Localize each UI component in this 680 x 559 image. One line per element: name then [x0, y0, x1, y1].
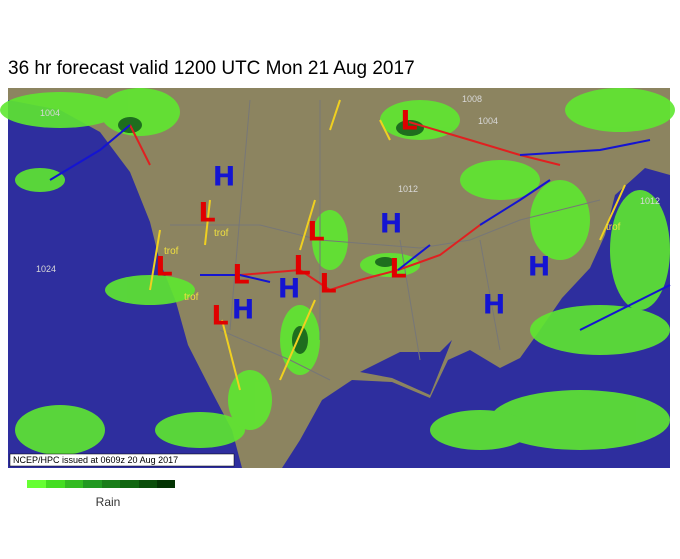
- credit: NCEP/HPC issued at 0609z 20 Aug 2017: [13, 455, 178, 465]
- ellipse-shape: [312, 210, 348, 270]
- polyline-shape: [129, 124, 151, 166]
- polyline-shape: [239, 268, 399, 292]
- credit-box: [9, 453, 235, 467]
- ellipse-shape: [460, 160, 540, 200]
- line-shape: [599, 184, 626, 241]
- polyline-shape: [579, 284, 671, 331]
- ellipse-shape: [15, 168, 65, 192]
- ellipse-shape: [430, 410, 530, 450]
- low-center: L: [232, 260, 249, 291]
- borders: [170, 99, 601, 381]
- high-center: H: [483, 290, 506, 321]
- low-center: L: [198, 198, 215, 229]
- rect-shape: [46, 480, 65, 488]
- rect-shape: [120, 480, 139, 488]
- line-shape: [379, 119, 391, 141]
- line-shape: [221, 319, 241, 391]
- legend: Rain: [27, 480, 175, 509]
- line-shape: [329, 99, 341, 131]
- ellipse-shape: [530, 305, 670, 355]
- line-shape: [479, 239, 501, 351]
- high-center: H: [232, 295, 255, 326]
- high-center: H: [528, 252, 551, 283]
- high-center: H: [213, 162, 236, 193]
- low-center: L: [155, 252, 172, 283]
- line-shape: [229, 99, 251, 331]
- line-shape: [399, 239, 421, 361]
- line-shape: [299, 199, 316, 251]
- rect-shape: [139, 480, 157, 488]
- isobar-label: 1024: [36, 264, 56, 274]
- ellipse-shape: [530, 180, 590, 260]
- rect-shape: [83, 480, 102, 488]
- line-shape: [149, 229, 161, 291]
- polyline-shape: [397, 224, 481, 271]
- isobar-label: 1004: [40, 108, 60, 118]
- trough-label: trof: [164, 246, 179, 257]
- line-shape: [279, 299, 316, 381]
- warm-fronts: [129, 121, 561, 292]
- polyline-shape: [479, 179, 551, 226]
- polyline-shape: [397, 244, 431, 271]
- ellipse-shape: [292, 326, 308, 354]
- ellipse-shape: [490, 390, 670, 450]
- isobar-label: 1012: [398, 184, 418, 194]
- ellipse-shape: [0, 92, 120, 128]
- ellipse-shape: [375, 257, 395, 267]
- isobar-label: 1008: [462, 94, 482, 104]
- line-shape: [204, 199, 211, 246]
- high-center: H: [380, 209, 403, 240]
- troughs: [149, 99, 626, 391]
- ellipse-shape: [15, 405, 105, 455]
- low-center: L: [319, 269, 336, 300]
- trough-label: trof: [214, 228, 229, 239]
- ellipse-shape: [610, 190, 670, 310]
- rect-shape: [65, 480, 83, 488]
- low-center: L: [400, 106, 417, 137]
- map: 1004 1008 1012 1024 1012 1004 trof trof …: [0, 88, 675, 468]
- high-center: H: [278, 274, 301, 305]
- polyline-shape: [200, 274, 271, 283]
- isobar-label: 1004: [478, 116, 498, 126]
- rect-shape: [27, 480, 46, 488]
- ellipse-shape: [565, 88, 675, 132]
- gulf: [360, 340, 452, 395]
- polyline-shape: [519, 139, 651, 156]
- title: 36 hr forecast valid 1200 UTC Mon 21 Aug…: [8, 58, 415, 79]
- low-center: L: [211, 301, 228, 332]
- low-center: L: [389, 254, 406, 285]
- low-center: L: [307, 217, 324, 248]
- rect-shape: [157, 480, 175, 488]
- polyline-shape: [408, 121, 561, 166]
- legend-label: Rain: [96, 495, 121, 509]
- ellipse-shape: [228, 370, 272, 430]
- rect-shape: [102, 480, 120, 488]
- trough-label: trof: [606, 222, 621, 233]
- trough-label: trof: [184, 292, 199, 303]
- polyline-shape: [219, 329, 331, 381]
- cold-fronts: [49, 124, 671, 331]
- isobar-label: 1012: [640, 196, 660, 206]
- polyline-shape: [49, 124, 131, 181]
- low-center: L: [293, 251, 310, 282]
- ellipse-shape: [155, 412, 245, 448]
- polyline-shape: [170, 199, 601, 249]
